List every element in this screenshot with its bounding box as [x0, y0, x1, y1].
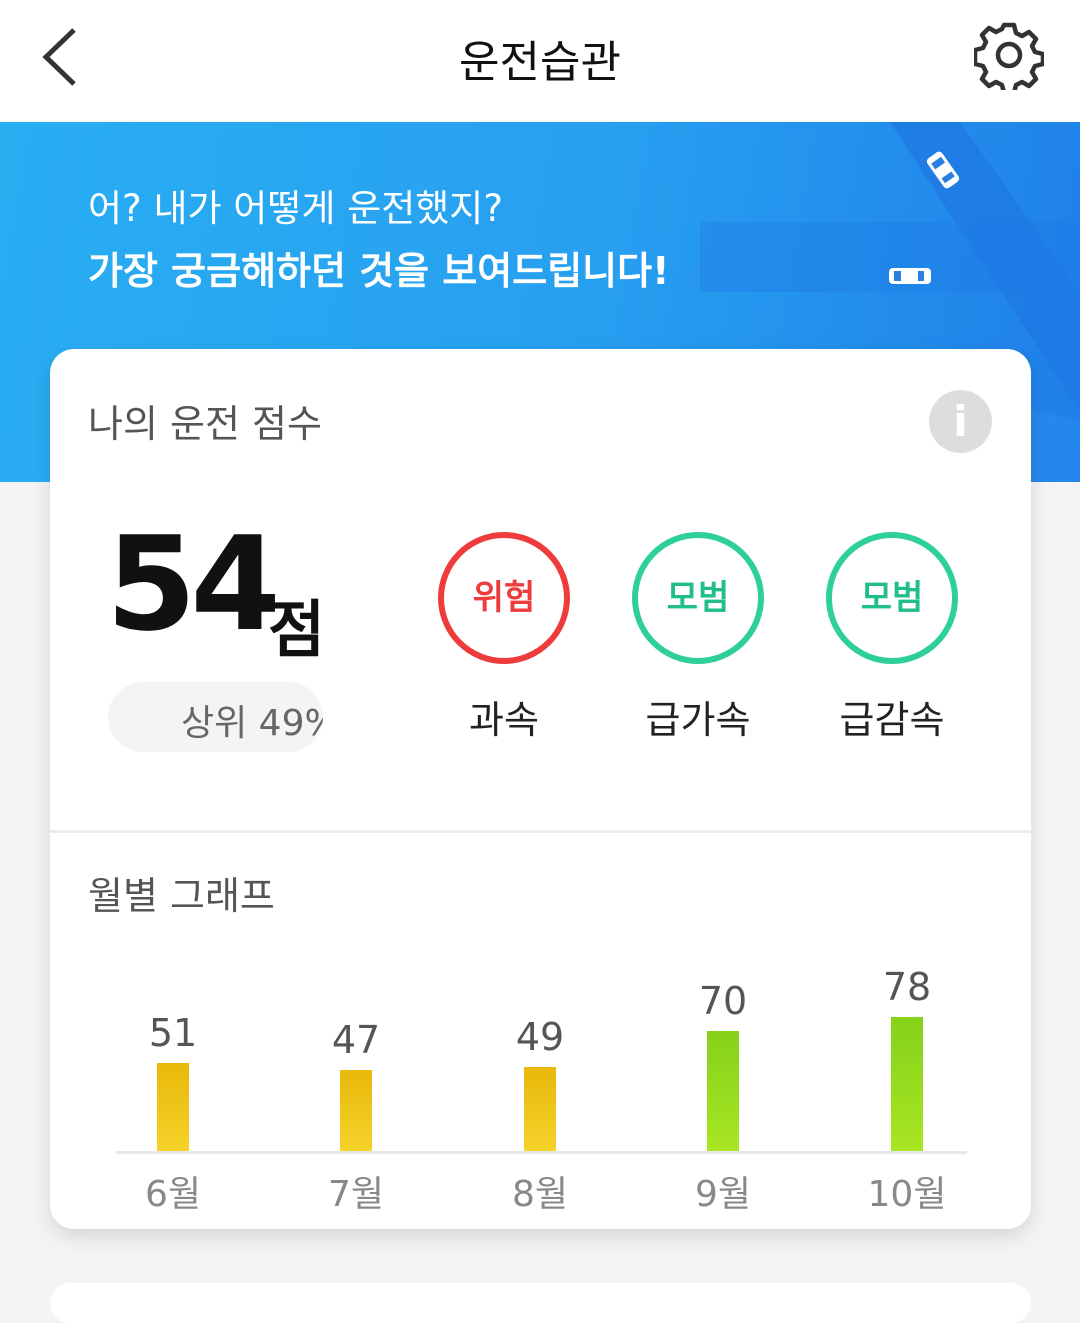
deceleration-label: 급감속 [839, 698, 945, 742]
car-icon [889, 268, 931, 284]
value-label: 70 [698, 978, 748, 1023]
score-value: 54 [106, 508, 281, 660]
bar-1 [340, 1070, 372, 1151]
category-label: 6월 [144, 1174, 202, 1215]
score-title: 나의 운전 점수 [88, 402, 322, 446]
value-label: 51 [148, 1011, 198, 1056]
banner-line-1: 어? 내가 어떻게 운전했지? [88, 187, 503, 230]
page-title: 운전습관 [459, 37, 621, 88]
info-icon[interactable]: i [929, 390, 992, 453]
value-label: 49 [515, 1014, 565, 1059]
chevron-left-icon[interactable] [38, 24, 88, 90]
rank-text: 상위 49% [181, 703, 323, 744]
speeding-label: 과속 [469, 698, 539, 742]
value-label: 47 [331, 1018, 381, 1063]
deceleration-badge[interactable]: 모범 [826, 532, 958, 664]
value-label: 78 [882, 964, 932, 1009]
next-card [50, 1283, 1031, 1323]
monthly-title: 월별 그래프 [88, 874, 275, 918]
banner-line-2: 가장 궁금해하던 것을 보여드립니다! [88, 249, 670, 293]
bar-0 [157, 1063, 189, 1151]
gear-icon[interactable] [974, 20, 1044, 90]
category-label: 7월 [327, 1174, 385, 1215]
score-card: 나의 운전 점수 i 54 점 상위 49% 위험 과속 모범 급가속 모범 급… [50, 349, 1031, 1229]
bar-3 [707, 1030, 739, 1151]
acceleration-badge[interactable]: 모범 [632, 532, 764, 664]
bar-2 [524, 1066, 556, 1151]
category-label: 8월 [511, 1174, 569, 1215]
app-header: 운전습관 [0, 0, 1080, 122]
car-icon [926, 151, 960, 189]
rank-pill: 상위 49% [108, 682, 323, 752]
category-label: 10월 [867, 1174, 947, 1215]
bar-4 [891, 1016, 923, 1151]
speeding-badge[interactable]: 위험 [438, 532, 570, 664]
score-unit: 점 [268, 593, 326, 666]
acceleration-label: 급가속 [645, 698, 751, 742]
divider [50, 830, 1031, 833]
category-label: 9월 [694, 1174, 752, 1215]
x-axis-line [116, 1151, 967, 1154]
